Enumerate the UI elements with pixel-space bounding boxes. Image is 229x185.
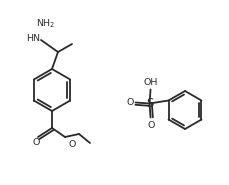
Text: OH: OH [144,78,158,87]
Text: O: O [147,120,155,130]
Text: HN: HN [26,33,40,43]
Text: O: O [68,140,75,149]
Text: O: O [32,138,40,147]
Text: NH$_2$: NH$_2$ [36,18,56,30]
Text: S: S [146,97,154,110]
Text: O: O [126,98,134,107]
